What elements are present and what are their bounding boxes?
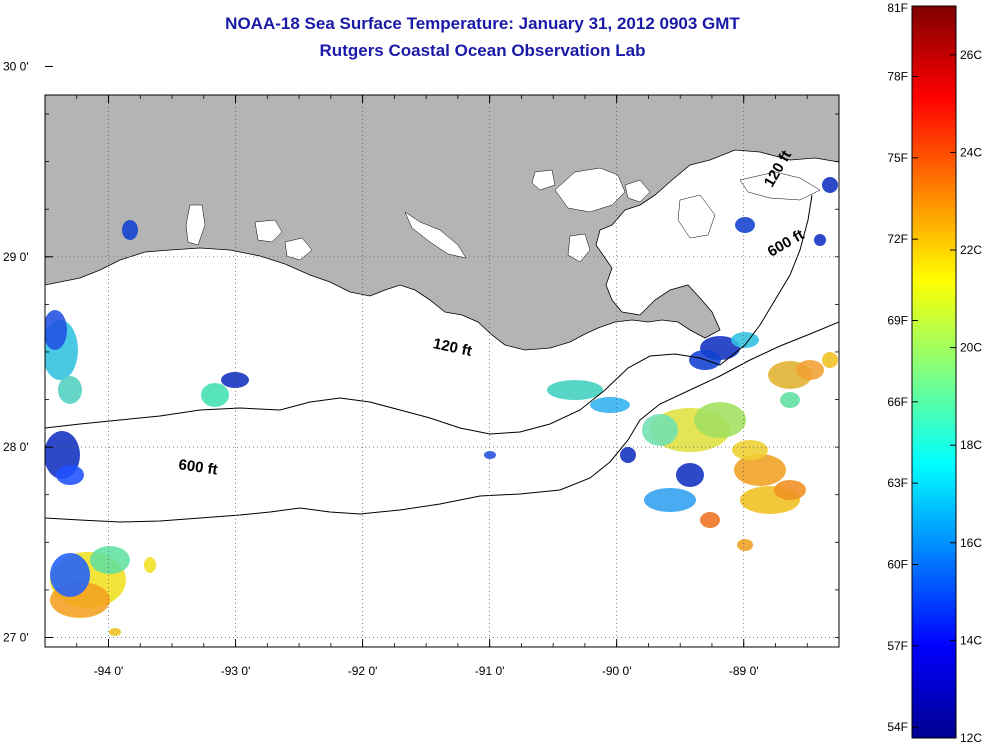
colorbar-f-label: 54F — [887, 720, 908, 734]
grand-lake — [185, 204, 206, 246]
colorbar-c-label: 18C — [960, 438, 982, 452]
lat-tick-label: 27 0' — [3, 630, 29, 644]
colorbar-c-label: 24C — [960, 145, 982, 159]
sst-data-layer — [45, 177, 838, 636]
sst-patch — [735, 217, 755, 233]
axis-ticks — [44, 65, 840, 647]
sst-patch — [780, 392, 800, 408]
sst-patch — [221, 372, 249, 388]
sst-patch — [732, 440, 768, 460]
lon-tick-label: -93 0' — [221, 664, 251, 678]
colorbar-f-label: 75F — [887, 151, 908, 165]
lon-tick-label: -90 0' — [602, 664, 632, 678]
sst-patch — [774, 480, 806, 500]
sst-patch — [642, 414, 678, 446]
lake-borgne — [624, 179, 651, 203]
sst-patch — [737, 539, 753, 551]
bay-islands — [677, 194, 716, 239]
colorbar-labels: 81F 78F 75F 72F 69F 66F 63F 60F 57F 54F 26C 24C 22C 2… — [887, 1, 982, 745]
lake-salvador — [567, 233, 591, 263]
sst-patch — [122, 220, 138, 240]
sst-patch — [56, 465, 84, 485]
lat-tick-label: 29 0' — [3, 250, 29, 264]
colorbar-f-label: 78F — [887, 69, 908, 83]
sst-patch — [822, 352, 838, 368]
colorbar-c-label: 26C — [960, 48, 982, 62]
colorbar-f-label: 69F — [887, 313, 908, 327]
lat-tick-label: 28 0' — [3, 440, 29, 454]
map-frame — [44, 94, 840, 648]
colorbar-f-label: 63F — [887, 476, 908, 490]
map-title: NOAA-18 Sea Surface Temperature: January… — [225, 14, 740, 33]
colorbar-ticks — [912, 5, 956, 739]
contour-label: 600 ft — [177, 456, 218, 478]
lat-tick-label: 30 0' — [3, 59, 29, 73]
sst-patch — [144, 557, 156, 573]
sst-patch — [201, 383, 229, 407]
colorbar-f-label: 72F — [887, 232, 908, 246]
sst-patch — [694, 402, 746, 438]
land-mass — [45, 95, 839, 351]
sst-patch — [700, 512, 720, 528]
colorbar-c-label: 16C — [960, 536, 982, 550]
sst-patch — [109, 628, 121, 636]
atchafalaya-bay — [284, 237, 313, 261]
sst-patch — [822, 177, 838, 193]
white-lake — [254, 219, 283, 243]
sst-patch — [814, 234, 826, 246]
axis-labels: -94 0' -93 0' -92 0' -91 0' -90 0' -89 0' 27 0… — [3, 59, 759, 678]
lon-tick-label: -94 0' — [94, 664, 124, 678]
sst-patch — [547, 380, 603, 400]
sst-patch — [676, 463, 704, 487]
sst-patch — [796, 360, 824, 380]
colorbar-c-label: 14C — [960, 633, 982, 647]
colorbar-c-label: 12C — [960, 731, 982, 745]
sst-patch — [734, 454, 786, 486]
lake-pontchartrain — [554, 167, 626, 213]
colorbar-f-label: 66F — [887, 395, 908, 409]
colorbar-f-label: 81F — [887, 1, 908, 15]
lon-tick-label: -92 0' — [348, 664, 378, 678]
lon-tick-label: -89 0' — [729, 664, 759, 678]
colorbar-c-label: 20C — [960, 341, 982, 355]
lake-maurepas — [531, 169, 556, 191]
colorbar-f-label: 60F — [887, 557, 908, 571]
colorbar-c-label: 22C — [960, 243, 982, 257]
coastal-lakes — [404, 211, 467, 259]
contour-120ft-east — [719, 194, 813, 366]
sst-patch — [644, 488, 696, 512]
sound-area — [739, 171, 821, 201]
sst-patch — [484, 451, 496, 459]
sst-patch — [590, 397, 630, 413]
sst-patch — [58, 376, 82, 404]
map-grid — [45, 95, 839, 647]
contour-120ft-west — [45, 353, 721, 435]
contour-600ft — [45, 321, 839, 523]
sst-patch — [90, 546, 130, 574]
sst-patch — [45, 310, 67, 350]
sst-patch — [50, 553, 90, 597]
map-subtitle: Rutgers Coastal Ocean Observation Lab — [319, 41, 646, 60]
lon-tick-label: -91 0' — [475, 664, 505, 678]
colorbar-f-label: 57F — [887, 639, 908, 653]
colorbar-gradient — [911, 5, 957, 739]
sst-patch — [620, 447, 636, 463]
